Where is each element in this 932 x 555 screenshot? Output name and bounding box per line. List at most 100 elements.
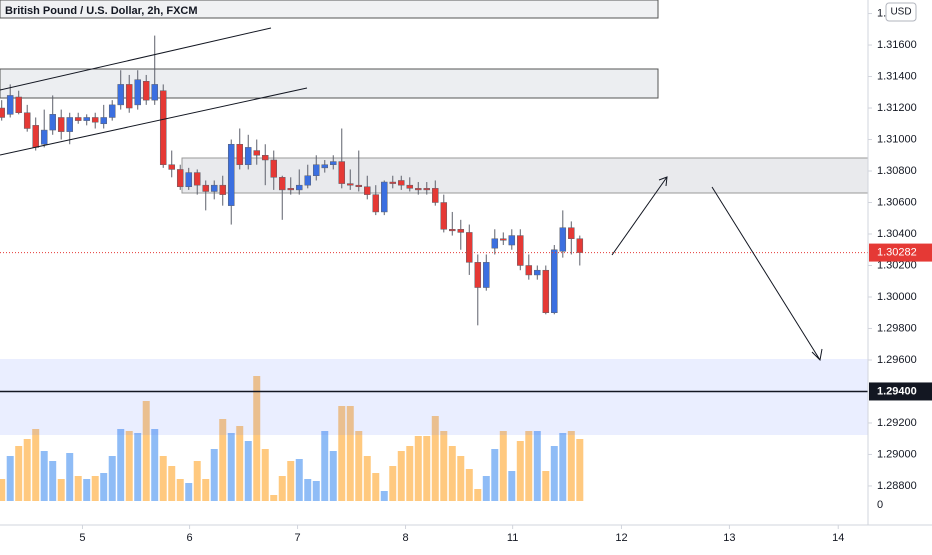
candle-body [253, 150, 260, 156]
volume-bar [355, 431, 363, 501]
volume-bar [236, 426, 244, 501]
candle-body [134, 79, 141, 106]
candle-body [304, 175, 312, 186]
y-tick-label: 1.29600 [877, 354, 917, 366]
volume-bar [142, 401, 150, 501]
candle-body [0, 107, 5, 118]
currency-label: USD [890, 7, 911, 18]
volume-bar [287, 461, 295, 501]
volume-bar [15, 446, 23, 501]
volume-bar [406, 446, 414, 501]
candle-body [202, 184, 209, 192]
candle-body [559, 227, 567, 252]
y-tick-label: 1.30800 [877, 165, 917, 177]
volume-bar [380, 491, 388, 501]
volume [0, 376, 584, 501]
volume-bar [516, 441, 524, 501]
candle-body [457, 229, 465, 233]
x-tick-label: 7 [294, 532, 300, 544]
volume-bar [100, 473, 108, 501]
volume-bar [576, 439, 584, 501]
candle-body [517, 235, 524, 266]
candle-body [66, 117, 73, 132]
chart-title: British Pound / U.S. Dollar, 2h, FXCM [5, 5, 198, 17]
candle-body [415, 188, 422, 191]
candle-body [236, 143, 243, 165]
candle-body [244, 147, 252, 165]
volume-bar [474, 489, 482, 501]
y-tick-label: 1.29800 [877, 322, 917, 334]
y-tick-label: 1.31600 [877, 39, 917, 51]
candle-body [261, 155, 269, 161]
candle-body [500, 238, 507, 241]
candle-body [508, 235, 516, 246]
price-axis [868, 0, 932, 550]
volume-bar [431, 416, 439, 501]
channel-line [0, 87, 308, 156]
volume-bar [6, 456, 14, 501]
candle-body [542, 269, 550, 313]
candle-body [525, 265, 533, 276]
candle-body [389, 181, 397, 184]
y-tick-label: 1.30400 [877, 228, 917, 240]
volume-bar [559, 433, 567, 501]
volume-bar [278, 476, 286, 501]
volume-bar [499, 431, 507, 501]
candle-body [6, 95, 14, 115]
x-tick-label: 13 [723, 532, 735, 544]
candle-body [270, 159, 277, 178]
volume-bar [117, 429, 125, 501]
volume-bar [457, 456, 465, 501]
volume-bar [372, 473, 380, 501]
volume-bar [176, 479, 184, 501]
last-price-label: 1.30282 [877, 246, 917, 258]
volume-bar [329, 451, 337, 501]
candle-body [398, 180, 405, 186]
x-tick-label: 14 [832, 532, 844, 544]
y-tick-label: 1.31400 [877, 70, 917, 82]
y-tick-label: 1.28800 [877, 480, 917, 492]
x-tick-label: 11 [507, 532, 518, 544]
level-label-bg [869, 382, 932, 401]
candle-body [338, 161, 346, 184]
candle-body [32, 125, 39, 148]
y-tick-label: 1.29000 [877, 448, 917, 460]
volume-bar [448, 446, 456, 501]
candle-body [117, 84, 124, 106]
x-tick-label: 8 [402, 532, 408, 544]
candle-body [313, 164, 320, 176]
volume-bar [261, 449, 269, 501]
last-price-bg [869, 243, 932, 262]
y-tick-label: 1.30600 [877, 196, 917, 208]
volume-bar [134, 433, 142, 501]
trend-drawings [0, 27, 823, 362]
volume-bar [168, 466, 176, 501]
volume-bar [465, 469, 473, 501]
candle-body [568, 227, 575, 239]
candle-body [347, 183, 354, 186]
volume-bar [219, 419, 227, 501]
candle-body [142, 81, 150, 101]
candle-body [321, 164, 329, 169]
volume-bar [363, 456, 371, 501]
candles [0, 35, 932, 393]
x-tick-label: 12 [615, 532, 627, 544]
volume-bar [32, 429, 40, 501]
volume-tick-label: 0 [877, 499, 883, 511]
candle-body [449, 229, 456, 232]
candle-body [278, 177, 286, 191]
volume-bar [125, 431, 133, 501]
candle-body [287, 188, 295, 191]
candle-body [296, 184, 303, 191]
volume-bar [414, 436, 422, 501]
volume-bar [270, 495, 278, 501]
x-tick-label: 6 [187, 532, 193, 544]
candle-body [159, 90, 167, 165]
currency-box [885, 2, 917, 22]
volume-bar [525, 431, 533, 501]
candle-body [151, 84, 158, 101]
candle-body [57, 117, 65, 132]
volume-bar [338, 406, 346, 501]
